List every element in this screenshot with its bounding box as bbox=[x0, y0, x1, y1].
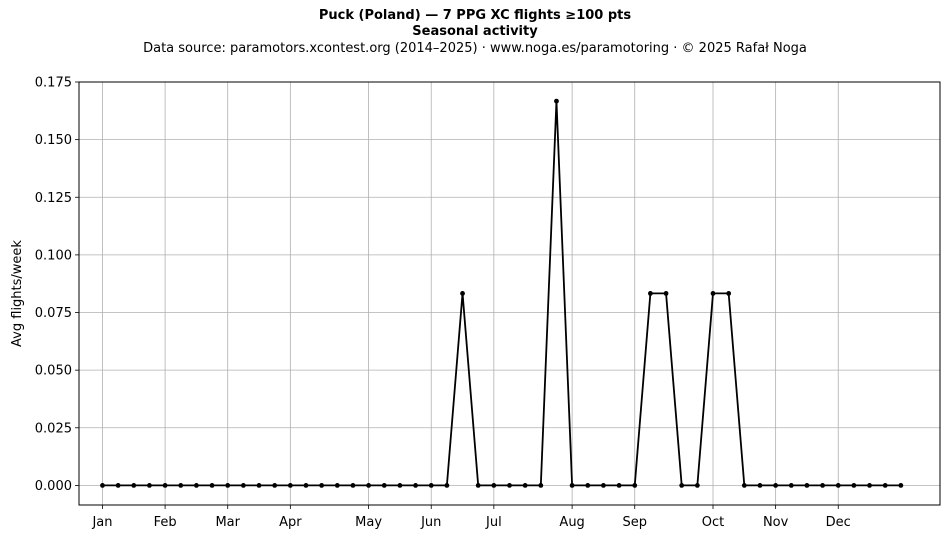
data-point bbox=[835, 483, 841, 488]
x-tick-label: Jul bbox=[485, 515, 502, 530]
data-point bbox=[616, 483, 622, 488]
chart-title: Puck (Poland) — 7 PPG XC flights ≥100 pt… bbox=[318, 8, 632, 23]
data-point bbox=[115, 483, 121, 488]
x-tick-label: Jan bbox=[91, 515, 112, 530]
data-point bbox=[804, 483, 810, 488]
data-point bbox=[679, 483, 685, 488]
data-point bbox=[788, 483, 794, 488]
x-tick-label: Feb bbox=[154, 515, 177, 530]
data-point bbox=[256, 483, 262, 488]
data-point bbox=[460, 290, 465, 296]
y-tick-label: 0.150 bbox=[35, 133, 72, 148]
series-line bbox=[102, 100, 901, 487]
data-point bbox=[319, 483, 325, 488]
data-source-line: Data source: paramotors.xcontest.org (20… bbox=[143, 41, 807, 56]
x-tick-label: Jun bbox=[420, 515, 441, 530]
data-point bbox=[820, 483, 825, 488]
grid bbox=[79, 81, 940, 505]
x-axis: Jan Feb Mar Apr May Jun Jul Aug Sep Oct Nov Dec bbox=[91, 505, 851, 530]
data-point bbox=[131, 483, 137, 488]
data-point bbox=[162, 483, 168, 488]
chart-header: Puck (Poland) — 7 PPG XC flights ≥100 pt… bbox=[0, 8, 950, 57]
data-point bbox=[882, 483, 888, 488]
data-point bbox=[334, 483, 340, 488]
y-axis-label: Avg flights/week bbox=[10, 240, 25, 347]
data-point bbox=[726, 290, 732, 296]
x-tick-label: Nov bbox=[763, 515, 789, 530]
data-point bbox=[898, 483, 904, 488]
data-point bbox=[867, 483, 872, 488]
data-point bbox=[741, 483, 747, 488]
x-tick-label: Mar bbox=[215, 515, 240, 530]
data-point bbox=[209, 483, 215, 488]
data-point bbox=[303, 483, 309, 488]
y-tick-label: 0.175 bbox=[35, 76, 72, 91]
data-point bbox=[366, 483, 372, 488]
y-tick-label: 0.100 bbox=[35, 248, 72, 263]
data-point bbox=[350, 483, 356, 488]
data-point bbox=[507, 483, 512, 488]
data-point bbox=[585, 483, 591, 488]
data-point bbox=[663, 290, 669, 296]
data-point bbox=[287, 483, 293, 488]
plot-frame bbox=[78, 81, 941, 506]
x-tick-label: Sep bbox=[622, 515, 647, 530]
data-point bbox=[773, 483, 779, 488]
x-tick-label: Dec bbox=[826, 515, 851, 530]
data-point bbox=[538, 483, 544, 488]
y-tick-label: 0.025 bbox=[35, 421, 72, 436]
data-point bbox=[632, 483, 638, 488]
chart-subtitle: Seasonal activity bbox=[412, 24, 538, 39]
data-point bbox=[413, 483, 418, 488]
y-tick-label: 0.075 bbox=[35, 306, 72, 321]
data-point bbox=[381, 483, 387, 488]
data-point bbox=[240, 483, 246, 488]
data-point bbox=[851, 483, 857, 488]
data-point bbox=[475, 483, 481, 488]
data-point bbox=[444, 483, 450, 488]
data-point bbox=[569, 483, 575, 488]
plot-series bbox=[100, 98, 904, 488]
data-point bbox=[601, 483, 606, 488]
data-point bbox=[710, 290, 716, 296]
data-point bbox=[147, 483, 152, 488]
data-point bbox=[225, 483, 231, 488]
y-axis: 0.000 0.025 0.050 0.075 0.100 0.125 0.150 0.175 bbox=[35, 76, 79, 494]
y-tick-label: 0.000 bbox=[35, 479, 72, 494]
data-point bbox=[694, 483, 700, 488]
data-point bbox=[554, 98, 559, 104]
data-point bbox=[178, 483, 184, 488]
data-point bbox=[491, 483, 497, 488]
data-point bbox=[100, 483, 105, 488]
data-point bbox=[647, 290, 653, 296]
data-point bbox=[194, 483, 199, 488]
y-tick-label: 0.050 bbox=[35, 364, 72, 379]
data-point bbox=[428, 483, 434, 488]
data-point bbox=[757, 483, 763, 488]
y-tick-label: 0.125 bbox=[35, 191, 72, 206]
x-tick-label: Aug bbox=[559, 515, 584, 530]
x-tick-label: May bbox=[355, 515, 382, 530]
data-point bbox=[522, 483, 528, 488]
data-point bbox=[272, 483, 278, 488]
data-point bbox=[397, 483, 403, 488]
x-tick-label: Apr bbox=[279, 515, 302, 530]
x-tick-label: Oct bbox=[702, 515, 724, 530]
